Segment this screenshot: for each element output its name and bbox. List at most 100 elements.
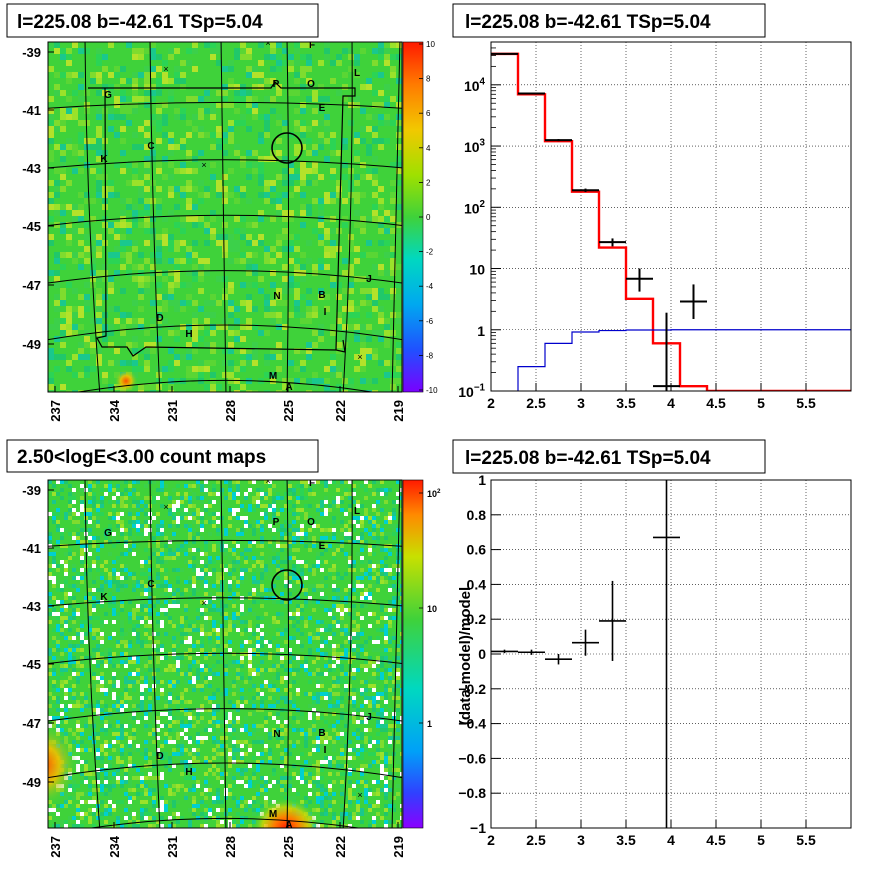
map-pixel <box>294 150 300 156</box>
map-pixel <box>294 60 300 66</box>
map-pixel <box>318 120 324 126</box>
map-pixel <box>352 668 356 672</box>
map-pixel <box>388 760 392 764</box>
map-pixel <box>196 760 200 764</box>
map-pixel <box>332 504 336 508</box>
map-pixel <box>276 672 280 676</box>
map-pixel <box>52 520 56 524</box>
map-pixel <box>384 336 390 342</box>
map-pixel <box>60 144 66 150</box>
map-pixel <box>348 504 352 508</box>
map-pixel <box>294 72 300 78</box>
map-pixel <box>268 656 272 660</box>
map-pixel <box>342 306 348 312</box>
map-pixel <box>328 692 332 696</box>
map-pixel <box>276 564 280 568</box>
map-pixel <box>264 744 268 748</box>
map-pixel <box>376 700 380 704</box>
map-pixel <box>332 704 336 708</box>
map-pixel <box>352 716 356 720</box>
map-pixel <box>100 636 104 640</box>
map-pixel <box>128 576 132 580</box>
map-pixel <box>168 668 172 672</box>
map-pixel <box>90 264 96 270</box>
map-pixel <box>132 72 138 78</box>
map-pixel <box>372 612 376 616</box>
map-pixel <box>144 624 148 628</box>
map-pixel <box>60 480 64 484</box>
map-pixel <box>84 330 90 336</box>
map-pixel <box>200 640 204 644</box>
map-pixel <box>138 294 144 300</box>
map-pixel <box>236 616 240 620</box>
map-pixel <box>400 540 402 544</box>
map-pixel <box>144 724 148 728</box>
map-pixel <box>152 584 156 588</box>
map-pixel <box>108 764 112 768</box>
map-pixel <box>336 696 340 700</box>
map-pixel <box>360 336 366 342</box>
map-pixel <box>88 500 92 504</box>
map-pixel <box>258 162 264 168</box>
map-pixel <box>132 688 136 692</box>
map-pixel <box>160 584 164 588</box>
map-pixel <box>174 78 180 84</box>
map-pixel <box>300 648 304 652</box>
map-pixel <box>288 724 292 728</box>
map-pixel <box>144 680 148 684</box>
map-pixel <box>116 776 120 780</box>
map-pixel <box>396 644 400 648</box>
map-pixel <box>240 216 246 222</box>
map-pixel <box>372 528 376 532</box>
map-pixel <box>324 228 330 234</box>
map-pixel <box>324 672 328 676</box>
map-pixel <box>186 324 192 330</box>
map-pixel <box>172 520 176 524</box>
map-pixel <box>344 704 348 708</box>
map-pixel <box>108 282 114 288</box>
map-pixel <box>252 588 256 592</box>
map-pixel <box>256 488 260 492</box>
map-pixel <box>92 608 96 612</box>
map-pixel <box>120 576 124 580</box>
map-pixel <box>316 564 320 568</box>
map-pixel <box>112 608 116 612</box>
map-pixel <box>104 588 108 592</box>
map-pixel <box>390 378 396 384</box>
map-pixel <box>192 114 198 120</box>
map-pixel <box>348 264 354 270</box>
map-pixel <box>66 222 72 228</box>
map-pixel <box>288 572 292 576</box>
map-pixel <box>288 556 292 560</box>
map-pixel <box>132 96 138 102</box>
map-pixel <box>234 198 240 204</box>
map-pixel <box>192 688 196 692</box>
map-pixel <box>144 288 150 294</box>
map-pixel <box>236 668 240 672</box>
map-pixel <box>400 752 402 756</box>
map-pixel <box>114 348 120 354</box>
map-pixel <box>256 624 260 628</box>
map-pixel <box>232 612 236 616</box>
map-pixel <box>100 680 104 684</box>
map-pixel <box>260 760 264 764</box>
map-pixel <box>128 740 132 744</box>
map-pixel <box>76 784 80 788</box>
map-pixel <box>76 648 80 652</box>
map-pixel <box>132 204 138 210</box>
map-pixel <box>66 318 72 324</box>
map-pixel <box>96 330 102 336</box>
map-pixel <box>228 556 232 560</box>
map-pixel <box>186 300 192 306</box>
map-pixel <box>48 576 52 580</box>
map-pixel <box>344 632 348 636</box>
map-pixel <box>192 724 196 728</box>
map-pixel <box>196 720 200 724</box>
map-pixel <box>240 282 246 288</box>
map-pixel <box>372 700 376 704</box>
map-pixel <box>388 588 392 592</box>
map-pixel <box>120 96 126 102</box>
map-pixel <box>256 728 260 732</box>
map-pixel <box>156 600 160 604</box>
map-pixel <box>168 664 172 668</box>
